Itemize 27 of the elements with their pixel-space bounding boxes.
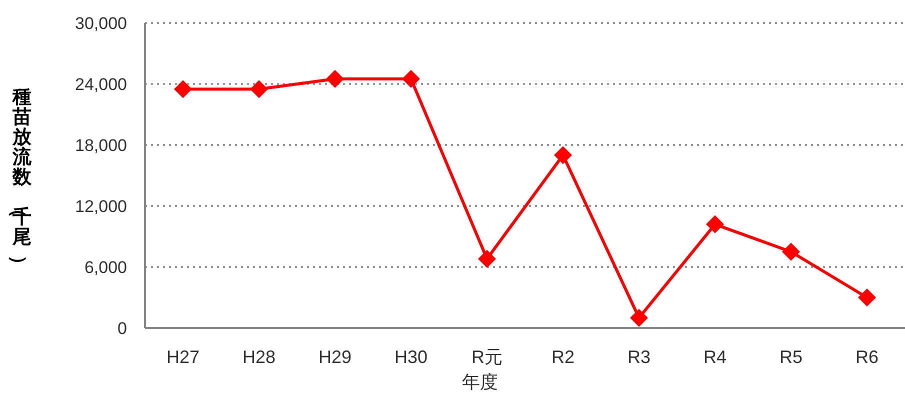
y-tick-label: 6,000 [84, 258, 127, 277]
point [174, 80, 192, 98]
y-tick-label: 0 [118, 319, 127, 338]
x-tick-label: R6 [855, 347, 879, 367]
y-tick-label: 12,000 [75, 197, 127, 216]
point [326, 70, 344, 88]
x-axis-title: 年度 [462, 372, 498, 392]
point [554, 146, 572, 164]
x-tick-label: R2 [551, 347, 575, 367]
y-tick-label: 24,000 [75, 75, 127, 94]
x-tick-label: H30 [394, 347, 428, 367]
y-tick-label: 18,000 [75, 136, 127, 155]
y-tick-label: 30,000 [75, 14, 127, 33]
point [706, 215, 724, 234]
x-tick-label: R5 [779, 347, 803, 367]
point [478, 250, 496, 268]
x-tick-label: H29 [318, 347, 352, 367]
point [630, 308, 648, 327]
point [402, 70, 420, 88]
x-tick-label: R4 [703, 347, 727, 367]
x-tick-label: H27 [166, 347, 200, 367]
point [858, 288, 876, 306]
point [782, 242, 800, 261]
x-tick-label: R元 [472, 347, 502, 367]
x-tick-label: R3 [627, 347, 651, 367]
x-tick-label: H28 [242, 347, 276, 367]
point [250, 80, 268, 98]
